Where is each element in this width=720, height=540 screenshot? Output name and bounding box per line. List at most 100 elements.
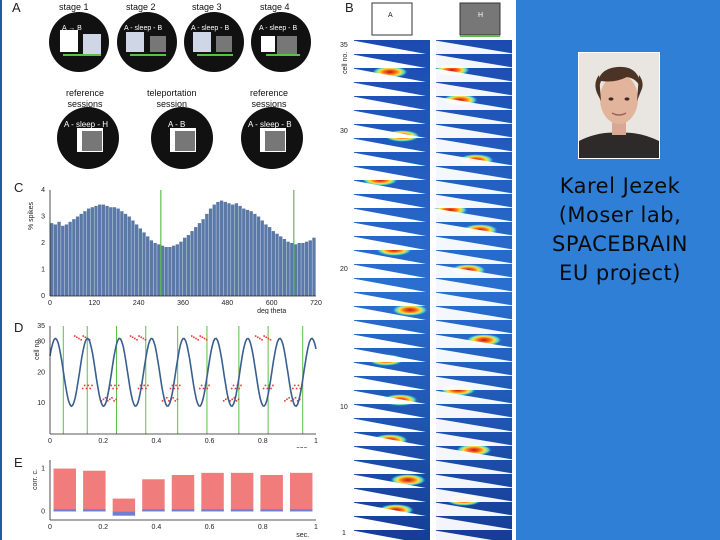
spike-dot	[78, 337, 80, 340]
spike-dot	[286, 398, 288, 401]
spike-dot	[299, 387, 302, 390]
x-tick-label: 0.8	[258, 524, 268, 531]
baseline-correlation-bar	[260, 509, 283, 512]
spike-dot	[199, 335, 202, 337]
spike-dot	[87, 384, 90, 387]
spike-dot	[205, 338, 208, 341]
correlation-bar	[289, 472, 313, 512]
baseline-correlation-bar	[53, 509, 77, 512]
session-1-arena	[57, 107, 119, 169]
x-tick-label: 600	[266, 300, 278, 307]
panel-e-letter: E	[14, 455, 23, 470]
stage-1-arena	[49, 12, 109, 72]
histogram-bar	[293, 244, 298, 296]
stage-4-box-label: A - sleep - B	[259, 25, 298, 32]
histogram-bar	[271, 231, 275, 296]
session-2-box-label: A - B	[168, 120, 186, 129]
stage-4-arena	[251, 12, 311, 72]
baseline-correlation-bar	[83, 509, 106, 512]
spike-dot	[161, 400, 164, 402]
spike-dot	[197, 338, 199, 341]
histogram-bar	[216, 201, 220, 296]
spike-dot	[267, 337, 270, 340]
histogram-bar	[101, 204, 106, 296]
spike-dot	[256, 336, 259, 339]
y-tick-label: 0	[41, 508, 45, 515]
baseline-correlation-bar	[171, 509, 195, 512]
spike-dot	[174, 400, 177, 402]
histogram-bar	[164, 246, 168, 296]
histogram-bar	[264, 224, 268, 296]
x-tick-label: 1	[314, 524, 318, 531]
histogram-bar	[98, 204, 102, 296]
histogram-bar	[79, 213, 83, 296]
stage-2-arena	[117, 12, 177, 72]
spike-dot	[296, 400, 299, 402]
correlation-bar	[171, 475, 195, 512]
y-tick-label: 10	[37, 400, 45, 407]
spike-dot	[114, 384, 116, 387]
caption-line-3: SPACEBRAIN	[552, 232, 688, 256]
correlation-bar	[142, 479, 165, 512]
spike-dot	[169, 387, 172, 390]
spike-dot	[202, 387, 205, 390]
spike-dot	[115, 398, 118, 401]
histogram-bar	[105, 205, 109, 296]
spike-dot	[145, 387, 147, 390]
spike-dot	[113, 400, 115, 402]
spike-dot	[233, 396, 236, 399]
session-3-box-label: A - sleep - B	[248, 120, 292, 129]
histogram-bar	[146, 236, 150, 296]
x-axis-label: sec.	[296, 446, 309, 448]
spike-dot	[83, 384, 86, 387]
stage-3-label: stage 3	[192, 2, 222, 12]
y-tick-label: 4	[41, 187, 45, 194]
spike-dot	[104, 396, 107, 399]
x-tick-label: 0.6	[205, 438, 215, 445]
histogram-bar	[64, 224, 69, 296]
histogram-bar	[286, 241, 290, 296]
panel-a-letter: A	[12, 0, 21, 15]
histogram-bar	[53, 224, 58, 296]
x-tick-label: 0	[48, 438, 52, 445]
session-2-arena	[151, 107, 213, 169]
panel-b-ytick-30: 30	[340, 128, 348, 135]
spike-dot	[177, 387, 179, 390]
spike-dot	[173, 387, 176, 390]
spike-dot	[137, 387, 140, 390]
spike-dot	[136, 338, 138, 341]
spike-dot	[229, 400, 231, 402]
histogram-bar	[275, 233, 279, 296]
spike-dot	[295, 387, 298, 390]
spike-dot	[106, 400, 109, 402]
spike-dot	[138, 335, 140, 337]
histogram-bar	[109, 207, 113, 296]
spike-dot	[168, 400, 170, 402]
y-tick-label: 35	[37, 323, 45, 330]
spike-dot	[230, 387, 233, 390]
x-tick-label: 0	[48, 300, 52, 307]
histogram-bar	[227, 203, 231, 296]
spike-dot	[203, 337, 206, 340]
histogram-bar	[57, 221, 61, 296]
panel-b-ytick-35: 35	[340, 42, 348, 49]
histogram-bar	[205, 213, 209, 296]
spike-dot	[142, 337, 145, 340]
spike-dot	[76, 336, 78, 339]
spike-dot	[80, 338, 82, 341]
spike-dot	[297, 384, 300, 387]
spike-dot	[288, 396, 290, 399]
spike-dot	[284, 400, 286, 402]
panel-b-ytick-10: 10	[340, 404, 348, 411]
spike-dot	[261, 338, 263, 341]
spike-dot	[73, 335, 76, 337]
x-tick-label: 120	[88, 300, 100, 307]
histogram-bar	[231, 204, 235, 296]
spike-dot	[225, 398, 227, 401]
x-tick-label: 1	[314, 438, 318, 445]
spike-dot	[131, 336, 134, 339]
panel-b-heatmap	[350, 40, 516, 540]
histogram-bar	[112, 207, 117, 296]
spike-dot	[201, 336, 204, 339]
